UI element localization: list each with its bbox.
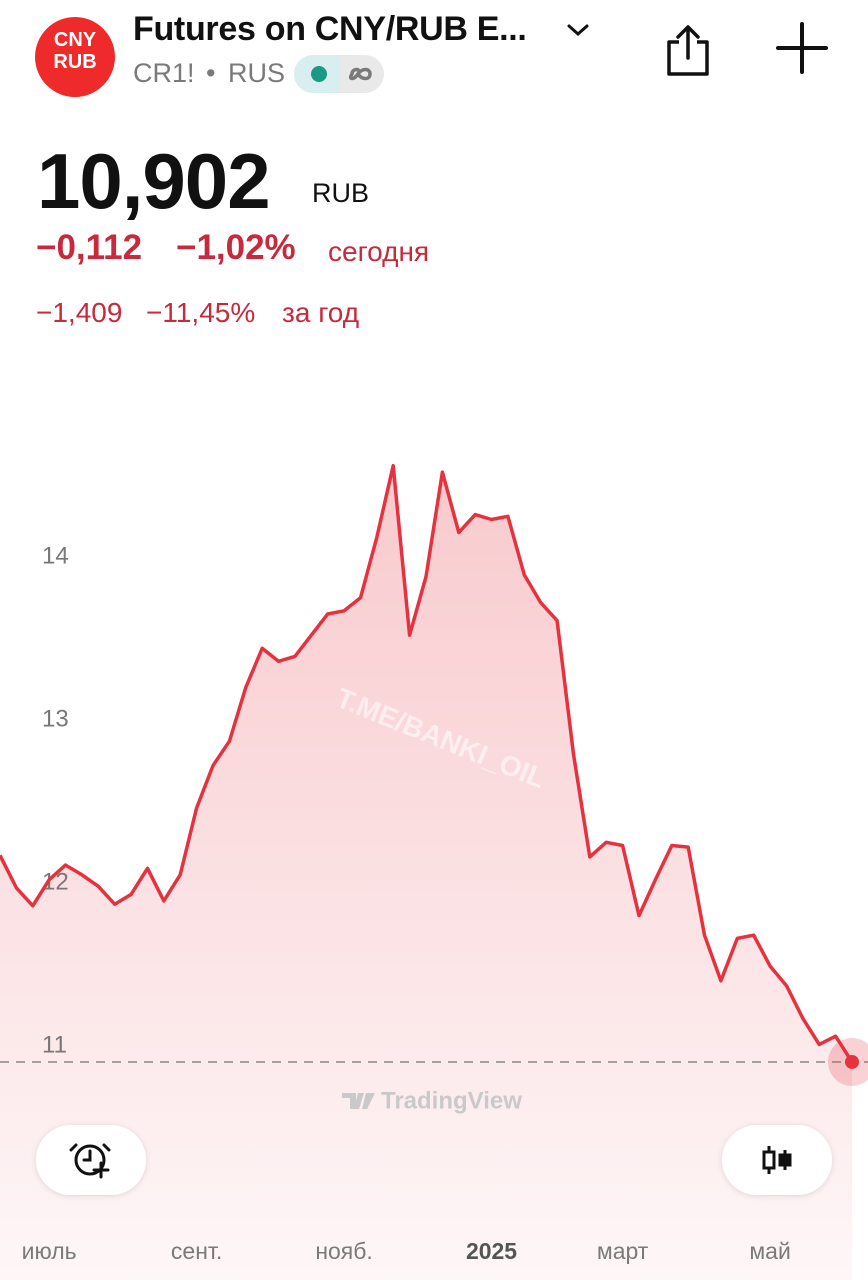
chart-style-button[interactable] bbox=[722, 1125, 832, 1195]
x-tick-label: нояб. bbox=[315, 1238, 373, 1264]
dropdown-chevron[interactable] bbox=[566, 20, 590, 40]
area bbox=[0, 465, 852, 1280]
status-pill[interactable] bbox=[294, 55, 384, 93]
separator: • bbox=[206, 58, 216, 88]
add-button[interactable] bbox=[776, 22, 828, 74]
price-line bbox=[0, 463, 854, 1063]
logo: CNY RUB bbox=[35, 17, 115, 97]
y-tick-label: 13 bbox=[42, 705, 69, 732]
alert-button[interactable] bbox=[36, 1125, 146, 1195]
x-tick-label: 2025 bbox=[466, 1238, 517, 1264]
year-change: −1,409 bbox=[36, 297, 123, 328]
x-tick-label: май bbox=[749, 1238, 790, 1264]
logo-text: CNY bbox=[53, 29, 97, 51]
x-tick-label: сент. bbox=[171, 1238, 222, 1264]
year-change-percent: −11,45% bbox=[146, 297, 256, 328]
x-tick-label: март bbox=[597, 1238, 649, 1264]
price: 10,902 bbox=[37, 137, 271, 225]
change-percent: −1,02% bbox=[176, 228, 296, 267]
brand-logo bbox=[342, 1093, 375, 1109]
ticker: CR1! bbox=[133, 58, 195, 88]
share-button[interactable] bbox=[664, 24, 712, 78]
change-period: сегодня bbox=[328, 236, 430, 267]
exchange: RUS bbox=[228, 58, 286, 88]
logo-text: RUB bbox=[53, 51, 97, 73]
y-tick-label: 11 bbox=[42, 1031, 67, 1058]
y-tick-label: 14 bbox=[42, 542, 69, 569]
x-tick-label: июль bbox=[22, 1238, 77, 1264]
year-period: за год bbox=[282, 297, 360, 328]
last-point bbox=[845, 1054, 859, 1069]
symbol-title[interactable]: Futures on CNY/RUB E... bbox=[133, 10, 527, 48]
change: −0,112 bbox=[36, 228, 143, 267]
currency: RUB bbox=[312, 178, 370, 208]
brand: TradingView bbox=[381, 1087, 522, 1114]
